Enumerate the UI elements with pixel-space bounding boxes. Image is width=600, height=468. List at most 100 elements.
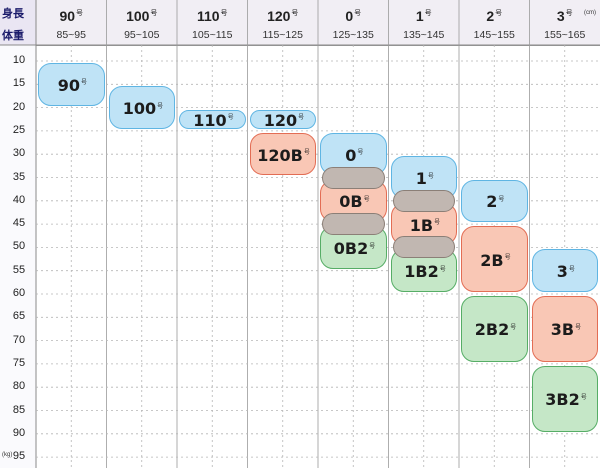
size-label: 120号 — [264, 111, 304, 130]
size-box-120: 120号 — [249, 109, 316, 130]
size-box-2b2: 2B2号 — [461, 296, 528, 362]
column-size-value: 2 — [486, 8, 495, 24]
column-size-value: 3 — [556, 8, 565, 24]
size-label-unit: 号 — [504, 254, 511, 262]
corner-height-label: 身長 — [2, 7, 24, 20]
size-label-unit: 号 — [303, 149, 310, 157]
size-label-text: 100 — [122, 99, 157, 119]
column-size-value: 120 — [267, 8, 291, 24]
size-label: 3B号 — [551, 320, 581, 339]
column-height-range: 85~95 — [56, 29, 87, 41]
column-size-unit: 号 — [76, 10, 84, 18]
column-size-value: 100 — [126, 8, 150, 24]
size-label-text: 2B — [480, 250, 504, 270]
overlap-pill — [322, 213, 385, 236]
column-size-label: 100号 — [107, 8, 178, 24]
size-label-text: 1B2 — [404, 262, 439, 282]
size-label-unit: 号 — [369, 242, 376, 250]
size-label-text: 2B2 — [474, 320, 510, 340]
column-size-unit: 号 — [495, 10, 503, 18]
weight-label-20: 20 — [12, 100, 26, 113]
size-box-3b: 3B号 — [531, 296, 598, 362]
weight-label-90: 90 — [12, 426, 26, 439]
size-label-unit: 号 — [568, 265, 575, 273]
size-label-text: 0 — [345, 145, 357, 165]
size-label-unit: 号 — [227, 114, 234, 122]
column-size-label: 120号 — [248, 8, 319, 24]
height-unit: (cm) — [584, 10, 596, 16]
size-label: 100号 — [123, 99, 163, 118]
size-label-unit: 号 — [427, 172, 434, 180]
column-size-label: 90号 — [36, 8, 107, 24]
size-label-text: 90 — [57, 75, 81, 95]
column-header-2: 2号 145~155 — [459, 0, 530, 45]
size-label: 0B号 — [339, 192, 369, 211]
weight-label-65: 65 — [12, 310, 26, 323]
size-label: 90号 — [58, 76, 87, 95]
weight-label-50: 50 — [12, 240, 26, 253]
column-size-label: 2号 — [459, 8, 530, 24]
column-height-range: 155~165 — [544, 29, 586, 41]
size-label-unit: 号 — [81, 79, 88, 87]
size-label-text: 1 — [415, 168, 427, 188]
weight-label-75: 75 — [12, 356, 26, 369]
column-size-label: 3号 — [530, 8, 600, 24]
size-box-100: 100号 — [108, 86, 175, 129]
size-box-120b: 120B号 — [249, 132, 316, 176]
size-label: 1号 — [416, 169, 434, 188]
size-label: 0号 — [345, 146, 363, 165]
column-size-unit: 号 — [150, 10, 158, 18]
size-box-3: 3号 — [531, 249, 598, 292]
column-header-3: 3号 155~165 — [530, 0, 600, 45]
weight-label-30: 30 — [12, 147, 26, 160]
size-label: 1B号 — [410, 216, 440, 235]
column-height-range: 125~135 — [332, 29, 374, 41]
weight-label-35: 35 — [12, 170, 26, 183]
size-label-unit: 号 — [298, 114, 305, 122]
overlap-pill — [392, 236, 455, 259]
weight-label-15: 15 — [12, 77, 26, 90]
column-height-range: 105~115 — [192, 29, 233, 41]
size-box-3b2: 3B2号 — [531, 365, 598, 432]
size-label-unit: 号 — [439, 265, 446, 273]
weight-label-95: 95 — [12, 450, 26, 463]
column-header-0: 0号 125~135 — [318, 0, 389, 45]
size-label-unit: 号 — [498, 195, 505, 203]
weight-unit: (kg) — [2, 452, 13, 458]
size-label: 2B号 — [480, 251, 510, 270]
column-size-value: 0 — [345, 8, 354, 24]
size-label-text: 0B2 — [333, 238, 369, 258]
column-size-value: 1 — [415, 8, 424, 24]
column-size-unit: 号 — [354, 10, 362, 18]
weight-label-55: 55 — [12, 263, 26, 276]
column-size-value: 110 — [196, 8, 220, 24]
column-header-90: 90号 85~95 — [36, 0, 107, 45]
size-label-unit: 号 — [434, 219, 441, 227]
column-size-unit: 号 — [565, 10, 573, 18]
size-label-text: 110 — [193, 110, 227, 130]
weight-label-40: 40 — [12, 193, 26, 206]
column-height-range: 115~125 — [262, 29, 303, 41]
corner-weight-label: 体重 — [2, 29, 24, 42]
size-label-unit: 号 — [580, 394, 587, 401]
size-label-text: 1B — [409, 215, 434, 235]
size-label-text: 3B2 — [545, 390, 580, 410]
size-label: 110号 — [193, 111, 233, 130]
size-label-text: 120B — [257, 145, 303, 165]
size-label-unit: 号 — [510, 324, 517, 332]
column-size-value: 90 — [59, 8, 76, 24]
size-box-2: 2号 — [461, 179, 528, 223]
column-size-unit: 号 — [424, 10, 432, 18]
weight-label-70: 70 — [12, 333, 26, 346]
weight-label-45: 45 — [12, 217, 26, 230]
column-height-range: 135~145 — [403, 29, 445, 41]
size-label: 3B2号 — [545, 390, 586, 409]
size-label-text: 3 — [556, 262, 568, 282]
column-size-label: 1号 — [389, 8, 460, 24]
size-label: 2号 — [486, 192, 504, 211]
column-header-100: 100号 95~105 — [107, 0, 178, 45]
size-box-110: 110号 — [179, 109, 246, 130]
size-box-2b: 2B号 — [461, 226, 528, 292]
size-label-text: 3B — [550, 320, 575, 340]
